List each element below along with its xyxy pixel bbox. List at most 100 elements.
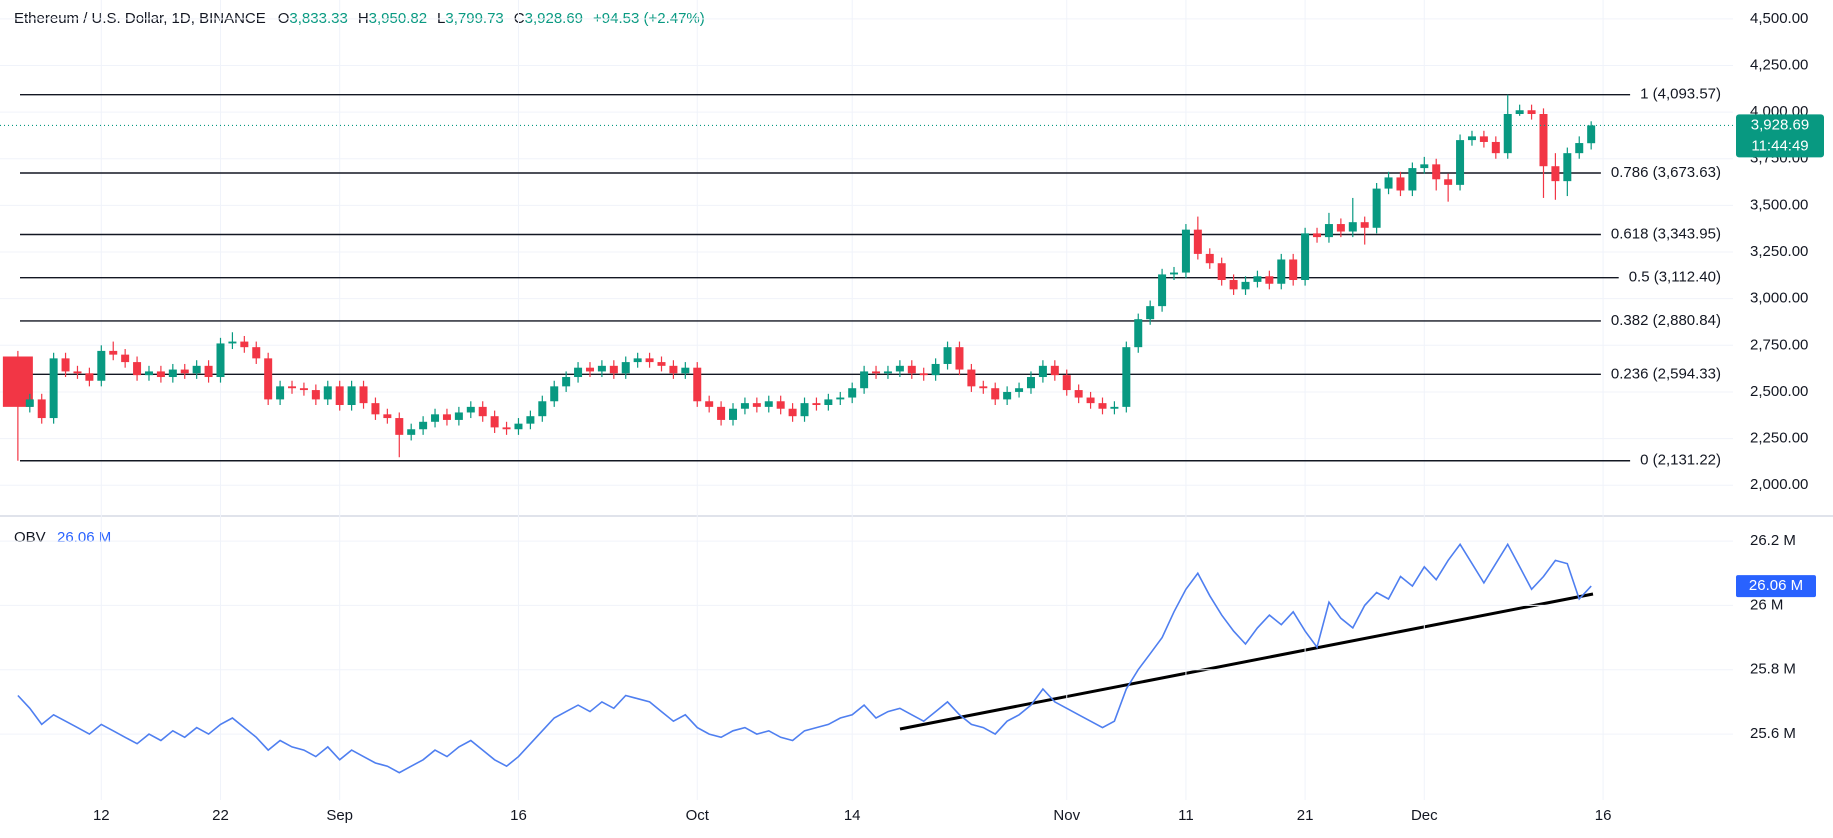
candle-body bbox=[1539, 113, 1548, 167]
candle-body bbox=[1062, 375, 1071, 391]
y-tick-label: 2,750.00 bbox=[1750, 336, 1808, 353]
candle-body bbox=[323, 386, 332, 400]
candle-body bbox=[37, 399, 46, 419]
candle-body bbox=[812, 403, 821, 406]
y-tick-label: 25.8 M bbox=[1750, 661, 1796, 678]
candle-body bbox=[788, 408, 797, 417]
obv-line bbox=[17, 542, 1592, 774]
candle-body bbox=[609, 365, 618, 374]
candle-body bbox=[1348, 222, 1357, 232]
candle-body bbox=[407, 429, 416, 435]
candle-body bbox=[228, 341, 237, 344]
candle-body bbox=[192, 365, 201, 374]
candle-body bbox=[740, 403, 749, 409]
x-tick-label: 12 bbox=[93, 807, 110, 824]
obv-badge bbox=[1736, 575, 1816, 598]
y-tick-label: 2,000.00 bbox=[1750, 476, 1808, 493]
obv-title: OBV bbox=[14, 529, 46, 546]
fib-label: 0.382 (2,880.84) bbox=[1611, 312, 1721, 329]
candle-body bbox=[585, 367, 594, 372]
x-tick-label: Oct bbox=[686, 807, 710, 824]
candle-body bbox=[538, 401, 547, 417]
candle-body bbox=[1003, 391, 1012, 400]
candle-body bbox=[1193, 229, 1202, 254]
candle-body bbox=[1575, 143, 1584, 154]
candle-body bbox=[1181, 229, 1190, 273]
candle-body bbox=[1324, 224, 1333, 238]
candle-body bbox=[144, 371, 153, 376]
candle-body bbox=[347, 386, 356, 406]
candle-body bbox=[1122, 347, 1131, 407]
candle-body bbox=[1170, 272, 1179, 275]
candle-body bbox=[1205, 253, 1214, 264]
y-tick-label: 2,500.00 bbox=[1750, 383, 1808, 400]
x-tick-label: 16 bbox=[1595, 807, 1612, 824]
y-tick-label: 2,250.00 bbox=[1750, 430, 1808, 447]
candle-body bbox=[276, 386, 285, 400]
candle-body bbox=[299, 388, 308, 391]
candle-body bbox=[669, 365, 678, 374]
candle-body bbox=[717, 406, 726, 420]
candle-body bbox=[514, 423, 523, 430]
candle-body bbox=[1527, 110, 1536, 114]
candle-body bbox=[466, 406, 475, 413]
trend-line-drawing bbox=[899, 592, 1594, 731]
x-tick-label: Nov bbox=[1053, 807, 1080, 824]
candle-body bbox=[1277, 259, 1286, 284]
last-price-label: 3,928.69 bbox=[1751, 116, 1809, 133]
candle-body bbox=[526, 416, 535, 424]
candle-body bbox=[371, 403, 380, 415]
candle-body bbox=[1110, 406, 1119, 409]
candle-body bbox=[729, 408, 738, 420]
candle-body bbox=[1372, 188, 1381, 228]
candle-body bbox=[824, 399, 833, 406]
candle-body bbox=[121, 354, 130, 363]
candle-body bbox=[61, 358, 70, 372]
x-tick-label: Dec bbox=[1411, 807, 1438, 824]
candle-body bbox=[633, 358, 642, 363]
candle-body bbox=[931, 363, 940, 376]
candle-body bbox=[776, 401, 785, 409]
candle-body bbox=[967, 369, 976, 387]
candle-body bbox=[693, 367, 702, 402]
candle-body bbox=[1515, 110, 1524, 114]
y-tick-label: 4,250.00 bbox=[1750, 56, 1808, 73]
candle-body bbox=[1551, 166, 1560, 182]
candle-body bbox=[442, 414, 451, 420]
y-tick-label: 3,000.00 bbox=[1750, 290, 1808, 307]
candle-body bbox=[1074, 390, 1083, 398]
candle-body bbox=[1444, 179, 1453, 185]
candle-body bbox=[204, 365, 213, 378]
bar-countdown: 11:44:49 bbox=[1751, 137, 1808, 154]
candle-body bbox=[168, 369, 177, 378]
candle-body bbox=[991, 388, 1000, 400]
candle-body bbox=[764, 401, 773, 407]
candle-body bbox=[836, 397, 845, 400]
candle-body bbox=[1026, 377, 1035, 389]
candle-body bbox=[1432, 164, 1441, 180]
candle-body bbox=[1384, 177, 1393, 189]
candle-body bbox=[1134, 319, 1143, 348]
candle-body bbox=[252, 347, 261, 359]
candle-body bbox=[872, 371, 881, 374]
candle-body bbox=[1491, 141, 1500, 154]
candle-body bbox=[431, 414, 440, 422]
candle-body bbox=[550, 386, 559, 402]
fib-label: 1 (4,093.57) bbox=[1640, 86, 1721, 103]
candle-body bbox=[288, 386, 297, 389]
candle-body bbox=[800, 403, 809, 417]
fib-label: 0.618 (3,343.95) bbox=[1611, 225, 1721, 242]
obv-badge-label: 26.06 M bbox=[1749, 577, 1803, 594]
last-price-badge bbox=[1736, 114, 1824, 158]
candle-body bbox=[1241, 281, 1250, 290]
candle-body bbox=[383, 414, 392, 419]
candle-body bbox=[1360, 222, 1369, 228]
candle-body bbox=[1038, 365, 1047, 378]
candle-body bbox=[1086, 397, 1095, 404]
y-tick-label: 25.6 M bbox=[1750, 725, 1796, 742]
candle-body bbox=[156, 371, 165, 378]
candle-body bbox=[1587, 125, 1596, 144]
candle-body bbox=[1479, 136, 1488, 142]
candle-body bbox=[1313, 233, 1322, 238]
